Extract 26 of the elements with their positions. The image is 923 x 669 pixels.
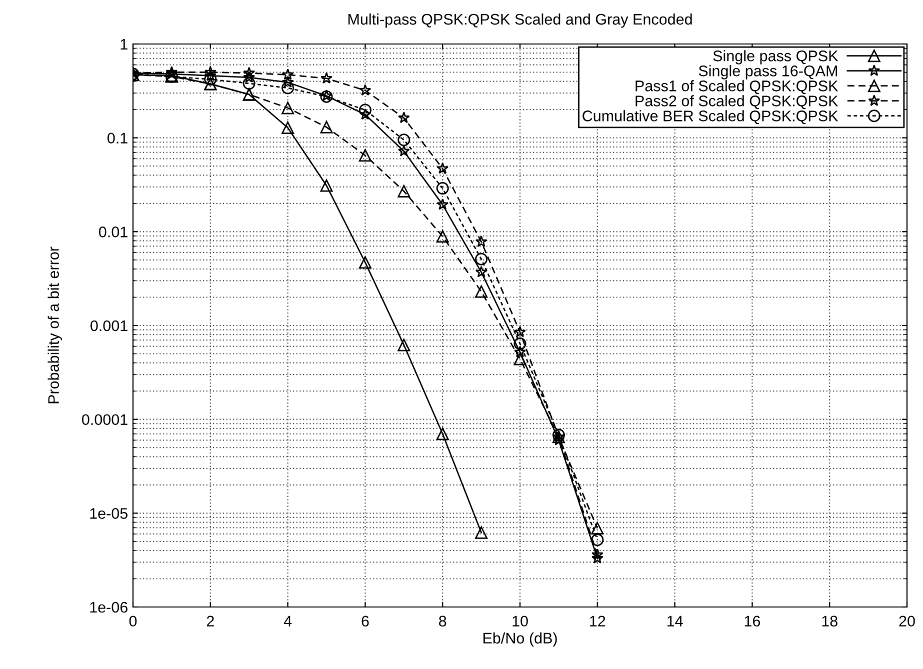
y-tick-label: 1e-06 [90, 602, 128, 613]
y-tick-label: 0.001 [90, 320, 128, 332]
legend-label: Pass1 of Scaled QPSK:QPSK [636, 80, 838, 94]
x-tick-label: 20 [899, 616, 915, 627]
y-tick-label: 0.0001 [82, 414, 128, 426]
y-tick-label: 1 [120, 39, 128, 50]
x-tick-label: 4 [284, 616, 292, 626]
x-tick-label: 8 [439, 616, 446, 627]
legend-label: Cumulative BER Scaled QPSK:QPSK [582, 110, 838, 124]
x-axis-title: Eb/No (dB) [483, 632, 557, 647]
chart-title: Multi-pass QPSK:QPSK Scaled and Gray Encoded [348, 13, 692, 28]
x-tick-label: 2 [206, 616, 214, 626]
x-tick-label: 10 [512, 616, 528, 627]
y-tick-label: 0.01 [99, 226, 128, 238]
legend-label: Single pass 16-QAM [698, 65, 838, 80]
y-tick-label: 0.1 [108, 132, 128, 144]
y-tick-label: 1e-05 [90, 508, 128, 519]
legend-label: Single pass QPSK [713, 50, 838, 64]
x-tick-label: 6 [362, 616, 369, 627]
x-tick-label: 14 [667, 616, 683, 626]
x-tick-label: 12 [590, 616, 606, 626]
x-tick-label: 18 [822, 616, 838, 627]
y-axis-title: Probability of a bit error [48, 246, 62, 404]
x-tick-label: 16 [744, 616, 760, 627]
legend-label: Pass2 of Scaled QPSK:QPSK [636, 95, 838, 110]
x-tick-label: 0 [129, 616, 137, 627]
